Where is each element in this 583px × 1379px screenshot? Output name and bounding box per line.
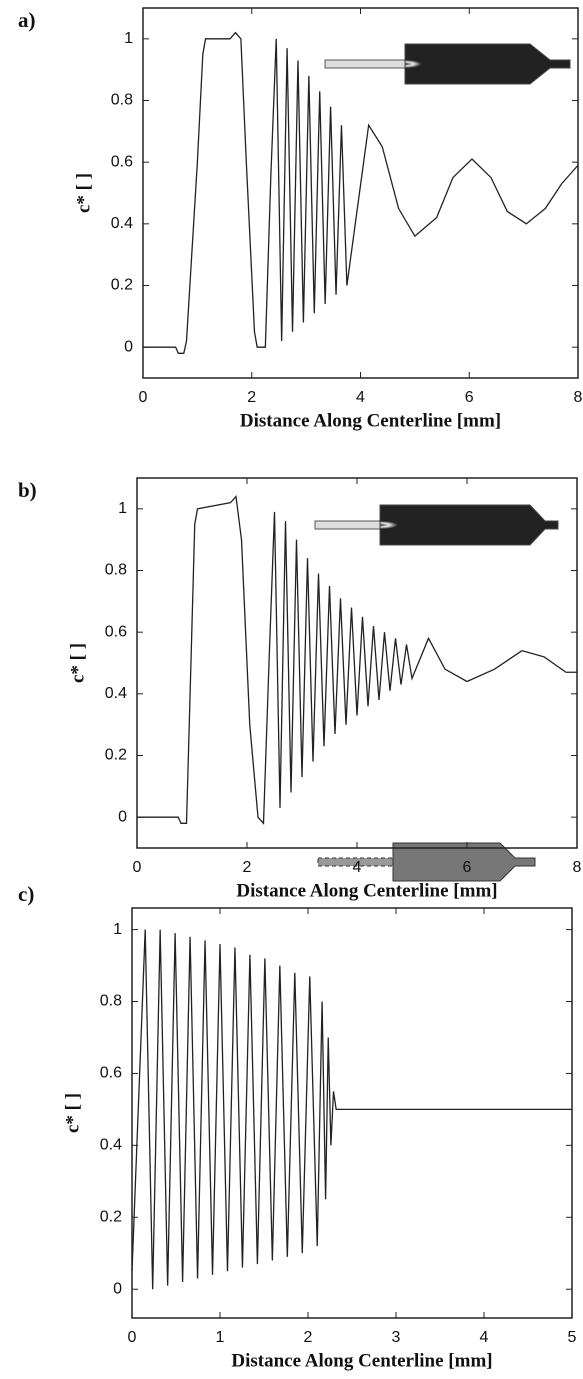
y-axis-label: c* [ ]	[73, 173, 94, 213]
panel-label: c)	[18, 882, 34, 906]
x-tick-label: 0	[128, 1329, 137, 1346]
y-tick-label: 0	[118, 808, 127, 825]
y-tick-label: 0.8	[105, 562, 127, 579]
y-tick-label: 0.4	[100, 1137, 122, 1154]
inset-b	[314, 504, 559, 546]
x-axis-label: Distance Along Centerline [mm]	[236, 880, 497, 901]
x-axis-label: Distance Along Centerline [mm]	[231, 1350, 492, 1371]
inset-a	[324, 43, 571, 85]
x-tick-label: 8	[574, 389, 583, 406]
y-tick-label: 1	[113, 921, 122, 938]
x-axis-label: Distance Along Centerline [mm]	[240, 410, 501, 431]
y-tick-label: 0	[113, 1280, 122, 1297]
plot-frame	[131, 907, 573, 1319]
x-tick-label: 2	[247, 389, 256, 406]
y-tick-label: 0.8	[111, 92, 133, 109]
panel-label: a)	[18, 8, 36, 32]
y-tick-label: 0.6	[100, 1065, 122, 1082]
data-line	[137, 495, 577, 825]
data-line	[131, 929, 572, 1290]
y-tick-label: 0.2	[100, 1209, 122, 1226]
y-tick-label: 0.6	[105, 623, 127, 640]
x-tick-label: 3	[392, 1329, 401, 1346]
x-tick-label: 5	[568, 1329, 577, 1346]
x-tick-label: 6	[465, 389, 474, 406]
y-tick-label: 0.8	[100, 993, 122, 1010]
y-tick-label: 0.2	[105, 747, 127, 764]
y-axis-label: c* [ ]	[67, 643, 88, 683]
y-tick-label: 1	[118, 500, 127, 517]
y-tick-label: 0.4	[105, 685, 127, 702]
data-line	[143, 31, 579, 354]
x-tick-label: 2	[243, 859, 252, 876]
x-tick-label: 2	[304, 1329, 313, 1346]
inset-c	[317, 842, 536, 882]
x-tick-label: 6	[463, 859, 472, 876]
y-tick-label: 0.4	[111, 215, 133, 232]
x-tick-label: 1	[216, 1329, 225, 1346]
y-tick-label: 0.6	[111, 153, 133, 170]
y-tick-label: 0	[124, 338, 133, 355]
y-tick-label: 0.2	[111, 277, 133, 294]
x-tick-label: 4	[356, 389, 365, 406]
y-axis-label: c* [ ]	[62, 1093, 83, 1133]
y-tick-label: 1	[124, 30, 133, 47]
x-tick-label: 4	[480, 1329, 489, 1346]
x-tick-label: 8	[573, 859, 582, 876]
x-tick-label: 0	[133, 859, 142, 876]
x-tick-label: 4	[353, 859, 362, 876]
x-tick-label: 0	[139, 389, 148, 406]
panel-label: b)	[18, 478, 37, 502]
